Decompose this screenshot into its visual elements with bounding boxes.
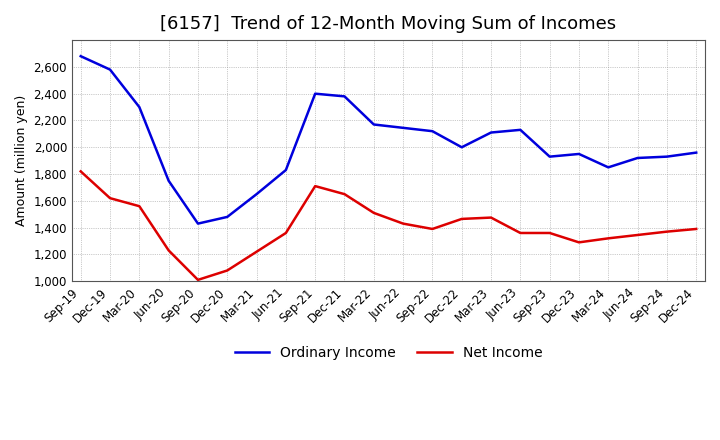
- Ordinary Income: [634, 155, 642, 161]
- Title: [6157]  Trend of 12-Month Moving Sum of Incomes: [6157] Trend of 12-Month Moving Sum of I…: [161, 15, 616, 33]
- Ordinary Income: [692, 150, 701, 155]
- Y-axis label: Amount (million yen): Amount (million yen): [15, 95, 28, 226]
- Ordinary Income: [487, 130, 495, 135]
- Ordinary Income: [135, 104, 144, 110]
- Net Income: [106, 195, 114, 201]
- Net Income: [516, 231, 525, 236]
- Ordinary Income: [457, 145, 466, 150]
- Ordinary Income: [604, 165, 613, 170]
- Net Income: [369, 210, 378, 216]
- Net Income: [311, 183, 320, 189]
- Net Income: [282, 231, 290, 236]
- Net Income: [428, 226, 437, 231]
- Net Income: [634, 232, 642, 238]
- Net Income: [76, 169, 85, 174]
- Ordinary Income: [106, 67, 114, 72]
- Ordinary Income: [340, 94, 348, 99]
- Net Income: [223, 268, 232, 273]
- Ordinary Income: [164, 178, 173, 183]
- Net Income: [252, 249, 261, 254]
- Net Income: [692, 226, 701, 231]
- Ordinary Income: [545, 154, 554, 159]
- Line: Net Income: Net Income: [81, 171, 696, 280]
- Net Income: [340, 191, 348, 197]
- Net Income: [487, 215, 495, 220]
- Net Income: [545, 231, 554, 236]
- Ordinary Income: [76, 54, 85, 59]
- Ordinary Income: [575, 151, 583, 157]
- Net Income: [575, 240, 583, 245]
- Net Income: [457, 216, 466, 222]
- Ordinary Income: [252, 191, 261, 197]
- Net Income: [135, 204, 144, 209]
- Net Income: [399, 221, 408, 226]
- Ordinary Income: [223, 214, 232, 220]
- Legend: Ordinary Income, Net Income: Ordinary Income, Net Income: [229, 341, 548, 366]
- Ordinary Income: [399, 125, 408, 131]
- Ordinary Income: [282, 167, 290, 172]
- Ordinary Income: [516, 127, 525, 132]
- Net Income: [662, 229, 671, 234]
- Line: Ordinary Income: Ordinary Income: [81, 56, 696, 224]
- Net Income: [604, 236, 613, 241]
- Ordinary Income: [311, 91, 320, 96]
- Net Income: [194, 277, 202, 282]
- Ordinary Income: [369, 122, 378, 127]
- Ordinary Income: [428, 128, 437, 134]
- Net Income: [164, 248, 173, 253]
- Ordinary Income: [194, 221, 202, 226]
- Ordinary Income: [662, 154, 671, 159]
